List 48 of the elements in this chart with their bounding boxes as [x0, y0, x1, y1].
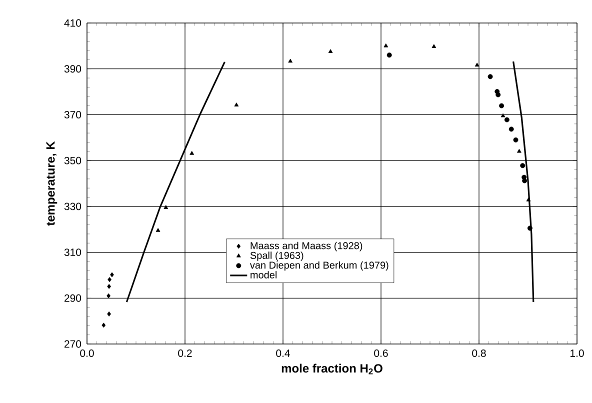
- legend-label: model: [250, 271, 276, 278]
- point: [107, 311, 111, 316]
- point: [526, 198, 531, 202]
- y-tick-label: 390: [64, 65, 82, 73]
- point: [504, 117, 510, 122]
- point: [527, 226, 532, 231]
- point: [474, 62, 480, 67]
- point: [328, 49, 333, 53]
- point: [488, 74, 493, 80]
- legend-label: Spall (1963): [250, 252, 304, 261]
- point: [102, 322, 106, 328]
- y-tick-label: 350: [64, 156, 82, 164]
- point: [522, 178, 528, 184]
- point: [156, 228, 160, 232]
- y-axis-title: temperature, K: [46, 141, 58, 226]
- y-tick-label: 330: [64, 202, 82, 210]
- x-tick-label: 1.0: [570, 350, 584, 357]
- point: [110, 272, 114, 278]
- x-tick-label: 0.4: [276, 350, 290, 357]
- point: [517, 148, 522, 153]
- y-tick-label: 410: [64, 19, 82, 27]
- x-tick-label: 0.8: [472, 350, 486, 357]
- point: [234, 102, 239, 106]
- point: [386, 52, 392, 58]
- point: [520, 163, 526, 168]
- point: [164, 205, 168, 209]
- point: [500, 113, 506, 118]
- point: [496, 92, 501, 98]
- x-tick-label: 0.0: [80, 350, 94, 357]
- point: [106, 293, 110, 298]
- x-tick-label: 0.2: [178, 350, 192, 357]
- point: [384, 43, 388, 48]
- y-tick-label: 370: [64, 110, 82, 118]
- point: [508, 126, 514, 132]
- x-axis-title: mole fraction H$_{2}$O: [282, 364, 382, 374]
- point: [107, 284, 111, 289]
- legend-label: Maass and Maass (1928): [250, 242, 362, 252]
- point: [432, 44, 436, 48]
- point: [190, 150, 194, 155]
- point: [513, 137, 518, 142]
- point: [288, 58, 293, 63]
- point: [108, 277, 112, 282]
- point: [499, 103, 504, 108]
- x-tick-label: 0.6: [374, 350, 388, 357]
- y-tick-label: 310: [64, 248, 82, 256]
- legend-label: van Diepen and Berkum (1979): [250, 261, 388, 271]
- y-tick-label: 270: [64, 340, 82, 348]
- y-tick-label: 290: [64, 294, 82, 302]
